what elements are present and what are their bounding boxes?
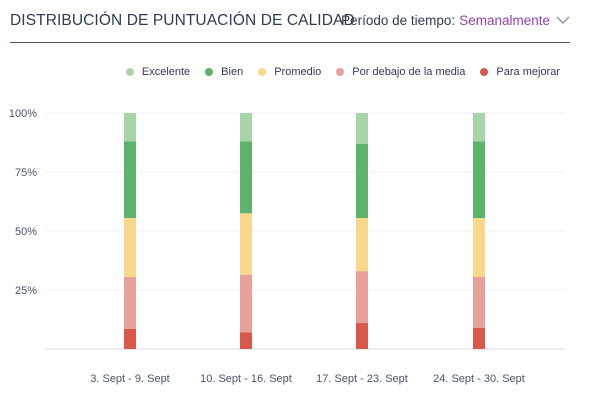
x-category-label: 17. Sept - 23. Sept xyxy=(316,373,408,385)
bar-segment[interactable] xyxy=(240,332,252,349)
chart-title: DISTRIBUCIÓN DE PUNTUACIÓN DE CALIDAD xyxy=(10,12,355,29)
y-tick-label: 25% xyxy=(15,285,37,297)
bar-segment[interactable] xyxy=(356,218,368,272)
y-tick-label: 50% xyxy=(15,226,37,238)
time-period-value[interactable]: Semanalmente xyxy=(459,13,550,28)
legend-swatch xyxy=(125,68,134,76)
widget-header: DISTRIBUCIÓN DE PUNTUACIÓN DE CALIDAD Pe… xyxy=(10,0,570,43)
bar-segment[interactable] xyxy=(124,328,136,349)
legend-swatch xyxy=(336,68,345,76)
time-period-selector[interactable]: Período de tiempo: Semanalmente xyxy=(341,13,570,28)
legend-label: Promedio xyxy=(274,66,322,78)
legend-label: Excelente xyxy=(141,66,191,78)
bar-segment[interactable] xyxy=(473,218,485,278)
bar-segment[interactable] xyxy=(124,277,136,329)
legend-label: Por debajo de la media xyxy=(352,66,466,78)
legend-swatch xyxy=(205,68,214,76)
time-period-label: Período de tiempo: xyxy=(341,13,456,28)
bar-segment[interactable] xyxy=(240,213,252,275)
legend-item[interactable]: Promedio xyxy=(258,66,321,78)
legend-swatch xyxy=(258,68,267,76)
bar-segment[interactable] xyxy=(473,327,485,349)
legend-item[interactable]: Bien xyxy=(205,66,243,78)
y-tick-label: 100% xyxy=(9,108,37,120)
legend-label: Para mejorar xyxy=(496,66,560,78)
bar-segment[interactable] xyxy=(356,113,368,144)
stacked-bar-chart: 25% 50% 75% 100% 3. Sept - 9. Sept 10. Sept -… xyxy=(9,108,565,385)
bar-segment[interactable] xyxy=(473,141,485,219)
chart-legend: Excelente Bien Promedio Por debajo de la me… xyxy=(111,66,560,78)
legend-label: Bien xyxy=(221,66,244,78)
legend-item[interactable]: Excelente xyxy=(125,66,191,78)
bar-segment[interactable] xyxy=(240,113,252,142)
chevron-down-icon[interactable] xyxy=(556,16,570,25)
bar-segment[interactable] xyxy=(356,323,368,349)
legend-item[interactable]: Para mejorar xyxy=(480,66,560,78)
bar-segment[interactable] xyxy=(124,218,136,278)
bar-segment[interactable] xyxy=(356,271,368,324)
bar-segment[interactable] xyxy=(124,141,136,219)
bar-segment[interactable] xyxy=(473,113,485,142)
x-category-label: 10. Sept - 16. Sept xyxy=(200,373,292,385)
x-category-label: 3. Sept - 9. Sept xyxy=(90,373,170,385)
bar-segment[interactable] xyxy=(240,274,252,333)
bar-segment[interactable] xyxy=(356,143,368,219)
bar-segment[interactable] xyxy=(124,113,136,142)
legend-swatch xyxy=(480,68,489,76)
x-category-label: 24. Sept - 30. Sept xyxy=(433,373,525,385)
bar-segment[interactable] xyxy=(473,277,485,328)
bar-segment[interactable] xyxy=(240,141,252,214)
legend-item[interactable]: Por debajo de la media xyxy=(336,66,465,78)
y-tick-label: 75% xyxy=(15,167,37,179)
